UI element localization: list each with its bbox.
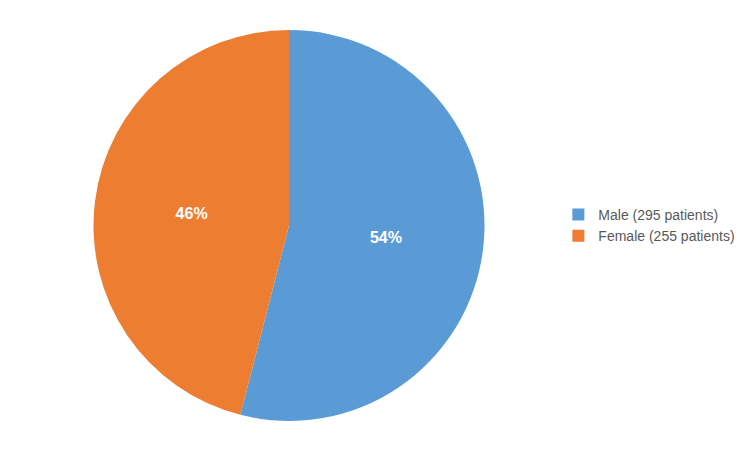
svg-text:Male (295 patients): Male (295 patients) bbox=[598, 207, 718, 223]
svg-text:54%: 54% bbox=[370, 229, 402, 246]
svg-text:Female (255 patients): Female (255 patients) bbox=[598, 228, 734, 244]
svg-text:46%: 46% bbox=[176, 205, 208, 222]
